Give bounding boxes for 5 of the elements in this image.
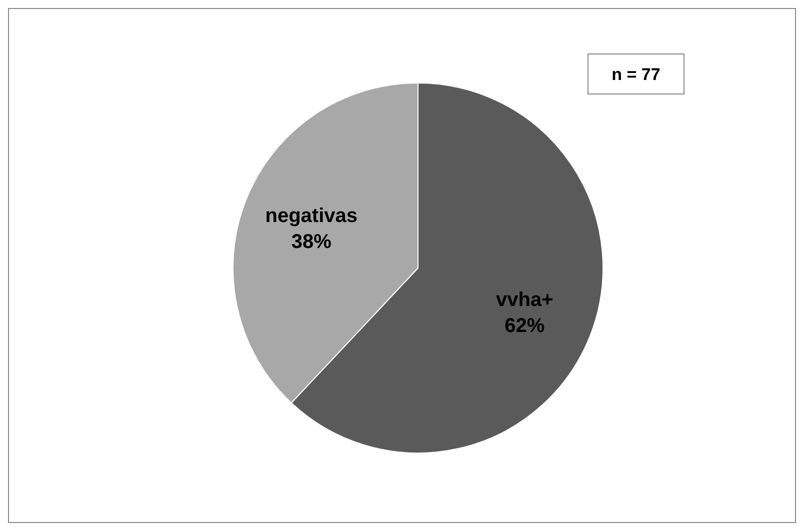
slice-label: vvha+: [496, 289, 554, 312]
data-label: 38%: [291, 230, 332, 253]
data-label: 62%: [504, 315, 545, 338]
text: n = 77: [612, 65, 660, 84]
slice-label: negativas: [265, 204, 358, 227]
